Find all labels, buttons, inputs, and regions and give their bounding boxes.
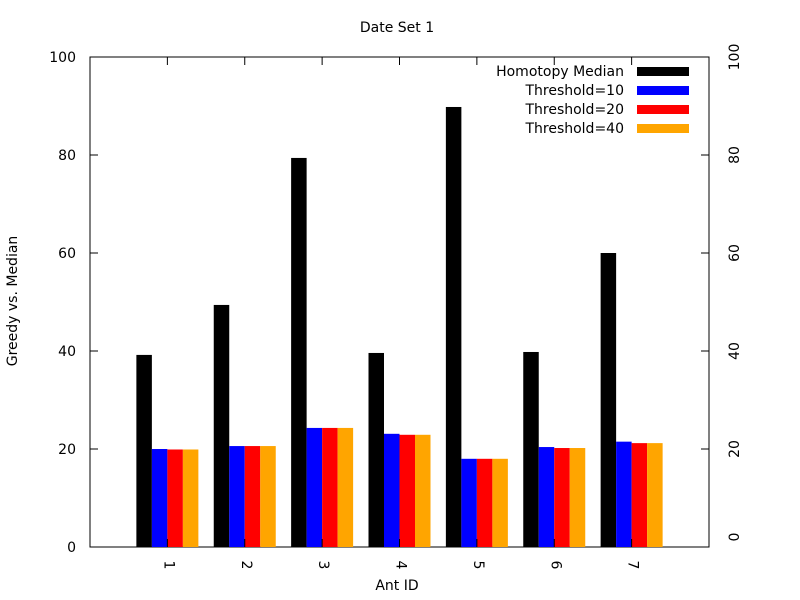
y-tick-label: 100 [49,50,76,66]
bar [399,434,415,547]
y2-tick-label: 60 [727,244,743,262]
x-tick-label: 1 [160,561,176,570]
y2-tick-label: 80 [727,146,743,164]
x-tick-label: 5 [470,561,486,570]
bar [306,427,323,547]
y-tick-label: 0 [67,540,76,556]
y-tick-label: 40 [58,344,76,360]
legend-label: Threshold=20 [524,102,624,118]
bar [229,446,245,547]
bar [476,458,493,547]
legend-swatch [637,105,689,114]
y2-tick-label: 20 [727,440,743,458]
bar [616,441,632,547]
bar [260,446,276,547]
bar [136,354,152,547]
y-tick-label: 80 [58,148,76,164]
bar [368,352,384,547]
x-tick-label: 4 [393,561,409,570]
bar [647,443,663,547]
x-tick-label: 3 [315,561,331,570]
x-tick-label: 6 [547,561,563,570]
bar [631,443,648,547]
y-tick-label: 60 [58,246,76,262]
bar [213,304,230,547]
bar [415,434,431,547]
bar [291,157,307,547]
legend-label: Threshold=10 [524,83,624,99]
bar [569,448,586,547]
y2-tick-label: 0 [727,533,743,542]
legend-swatch [637,86,689,95]
legend-swatch [637,124,689,133]
y-tick-label: 20 [58,442,76,458]
plot-area: 0 20 40 60 80 100 0 20 40 60 80 100 1 2 3 4 5 6 7 [49,44,743,570]
bar [182,449,199,547]
bar [554,448,570,547]
y2-tick-label: 40 [727,342,743,360]
bar [151,449,168,547]
x-tick-label: 2 [238,561,254,570]
y2-tick-label: 100 [727,44,743,71]
bar [538,447,555,547]
y-axis-label: Greedy vs. Median [5,236,21,367]
bar [445,106,462,547]
legend: Homotopy Median Threshold=10 Threshold=20 T… [496,64,689,137]
bar [322,427,338,547]
legend-label: Homotopy Median [496,64,624,80]
bar [492,458,508,547]
bar [384,433,400,547]
bar [167,449,183,547]
x-axis-label: Ant ID [375,578,418,594]
legend-label: Threshold=40 [524,121,624,137]
x-tick-label: 7 [625,561,641,570]
bar [523,351,539,547]
chart-title: Date Set 1 [360,20,434,36]
bar [600,253,617,547]
bar [244,446,261,547]
bar [461,458,477,547]
legend-swatch [637,67,689,76]
bar [337,427,354,547]
